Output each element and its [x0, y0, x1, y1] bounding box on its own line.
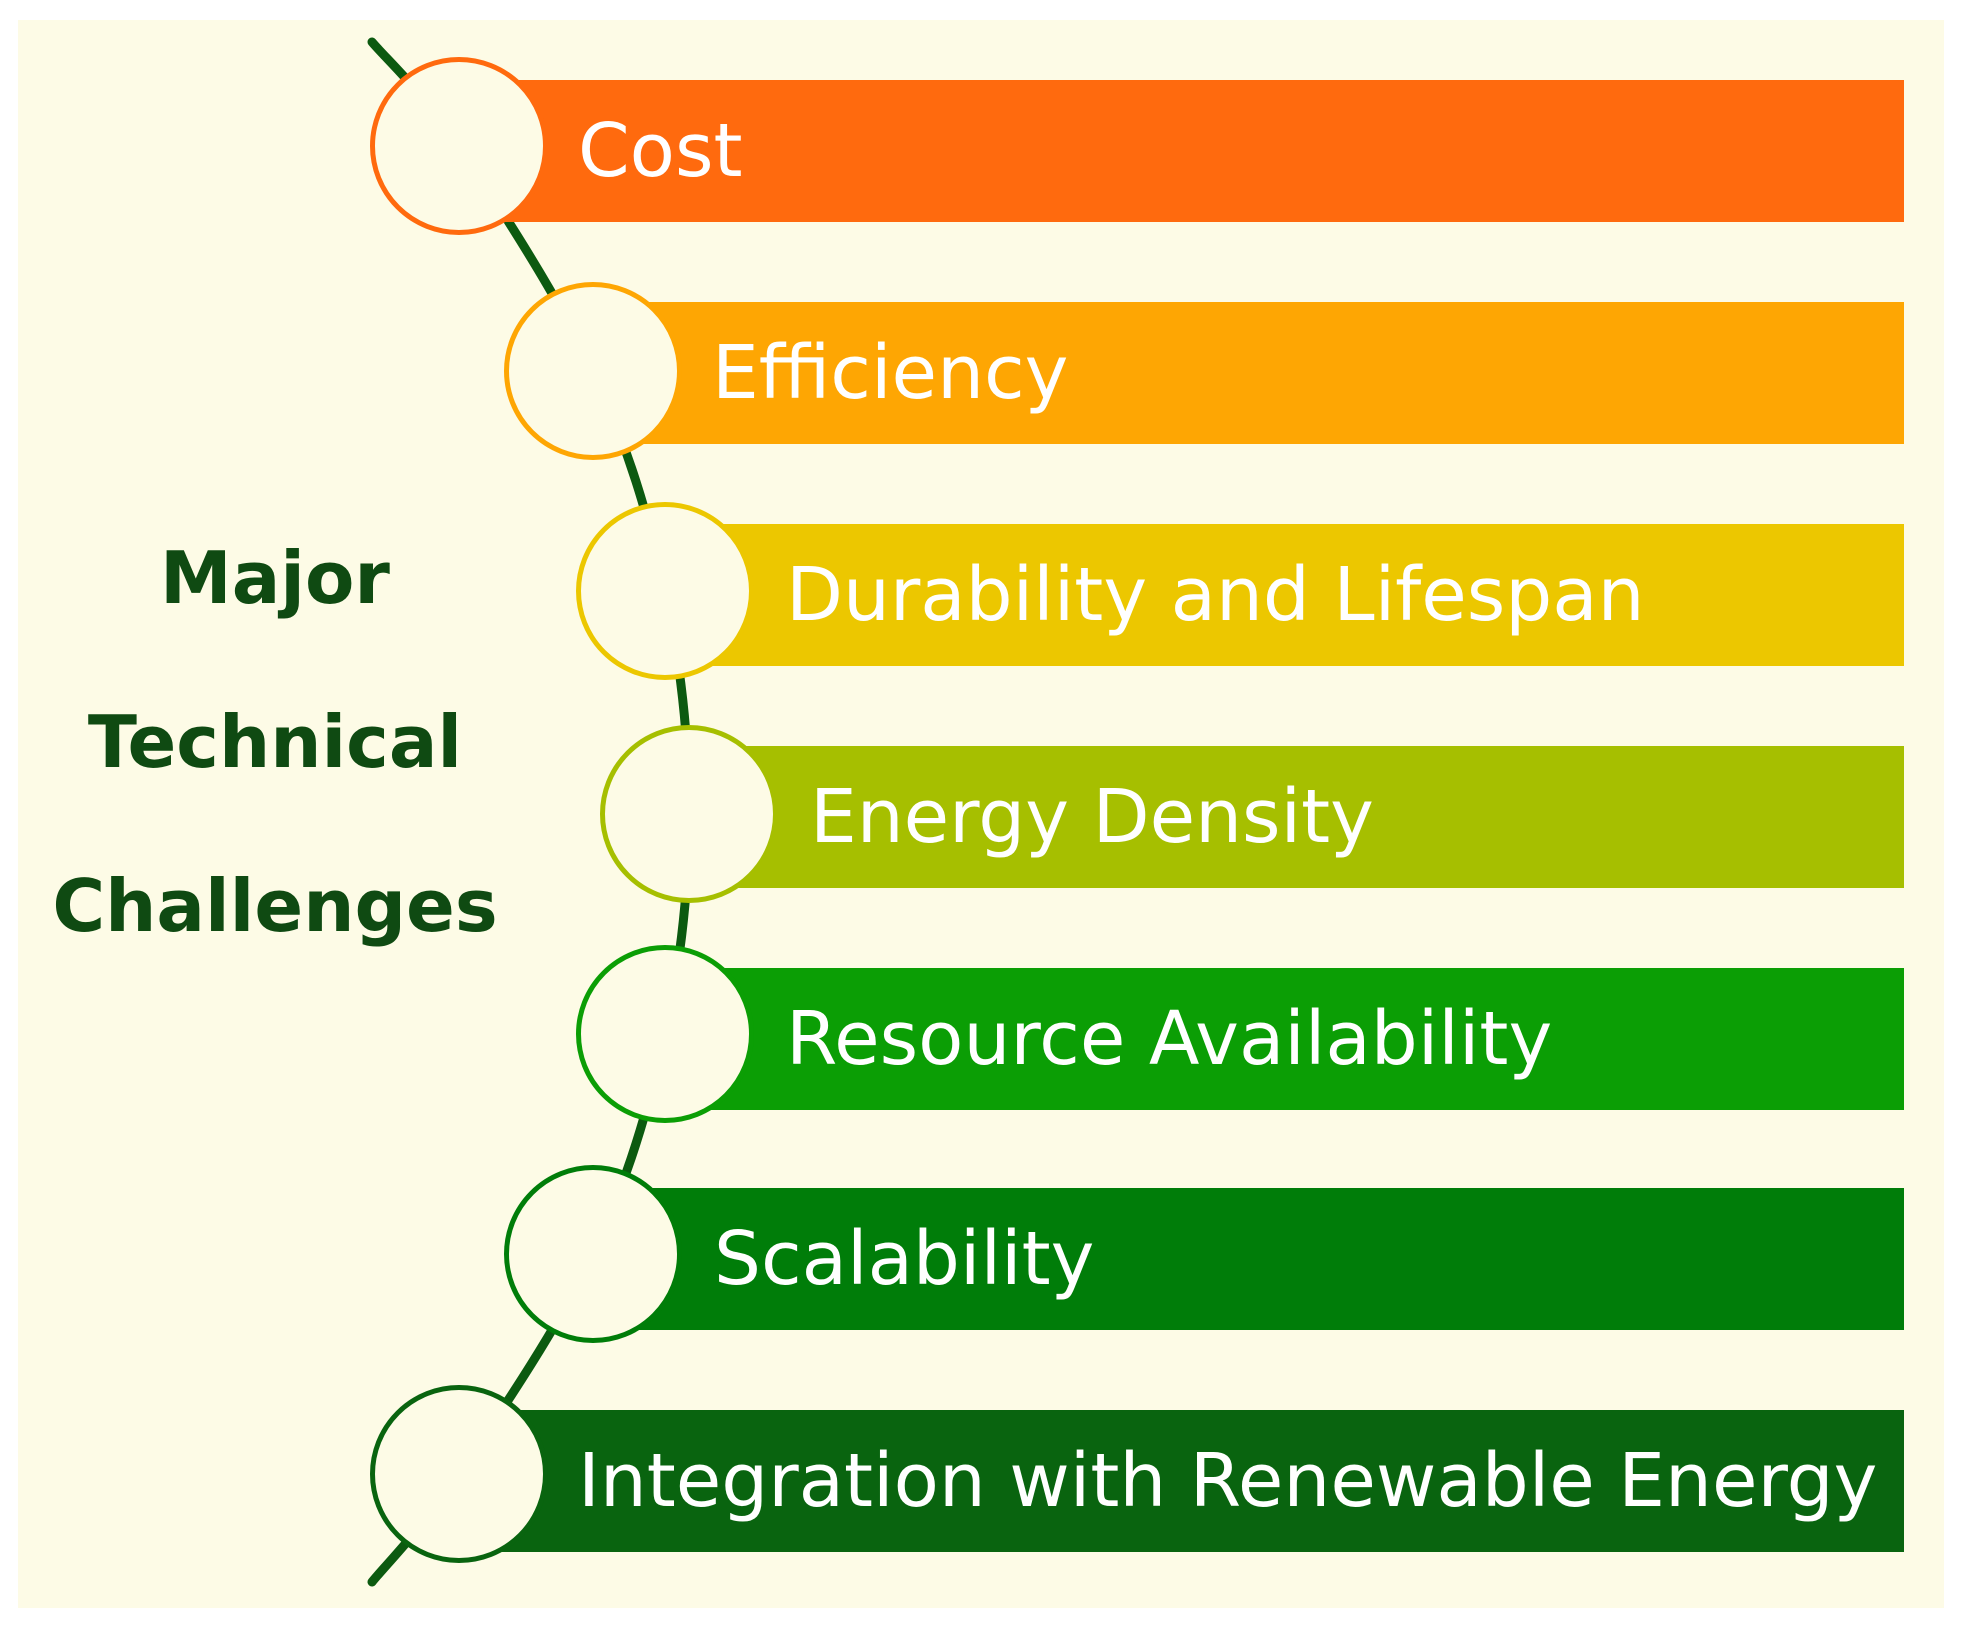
- challenge-node-durability: [576, 502, 754, 680]
- challenge-label: Cost: [578, 108, 743, 194]
- challenge-label: Integration with Renewable Energy: [578, 1438, 1878, 1524]
- challenge-bar-integration: Integration with Renewable Energy: [500, 1410, 1904, 1552]
- challenge-label: Scalability: [714, 1216, 1095, 1302]
- challenge-label: Efficiency: [712, 330, 1069, 416]
- challenge-node-energy-density: [600, 725, 778, 903]
- challenge-label: Resource Availability: [786, 996, 1553, 1082]
- challenge-label: Energy Density: [810, 774, 1374, 860]
- challenge-bar-durability: Durability and Lifespan: [706, 524, 1904, 666]
- challenge-node-integration: [370, 1385, 548, 1563]
- challenge-bar-energy-density: Energy Density: [730, 746, 1904, 888]
- challenge-bar-scalability: Scalability: [634, 1188, 1904, 1330]
- challenge-node-efficiency: [504, 282, 682, 460]
- challenge-bar-cost: Cost: [500, 80, 1904, 222]
- challenge-node-cost: [370, 57, 548, 235]
- challenge-bar-resource-availability: Resource Availability: [706, 968, 1904, 1110]
- challenge-node-scalability: [504, 1165, 682, 1343]
- title-line-challenges: Challenges: [52, 864, 498, 948]
- title-line-major: Major: [160, 536, 390, 620]
- challenge-bar-efficiency: Efficiency: [634, 302, 1904, 444]
- title-line-technical: Technical: [87, 700, 463, 784]
- challenge-node-resource-availability: [576, 945, 754, 1123]
- challenge-label: Durability and Lifespan: [786, 552, 1645, 638]
